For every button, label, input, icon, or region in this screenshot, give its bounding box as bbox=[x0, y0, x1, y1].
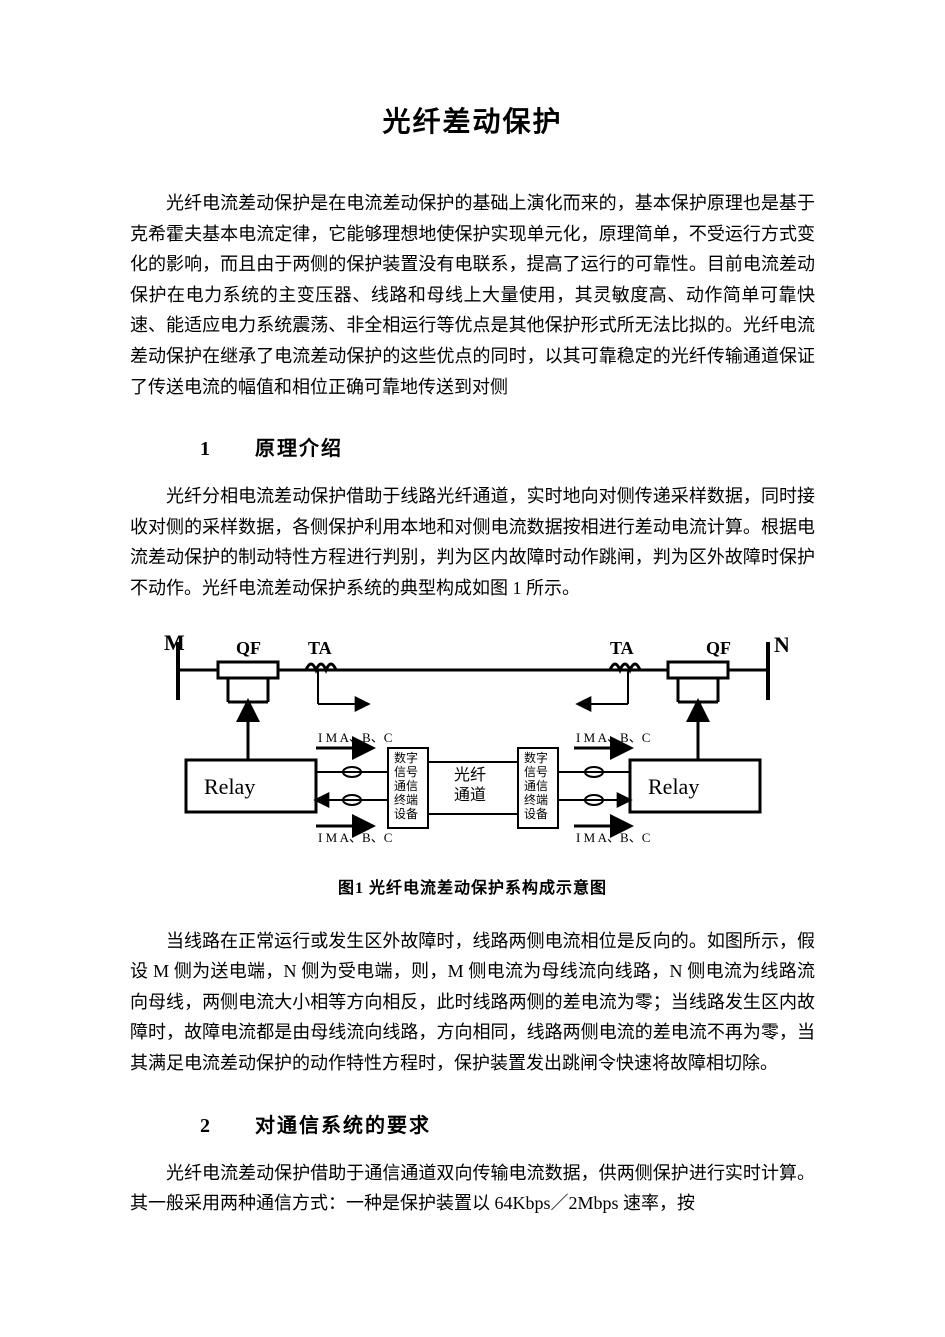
label-ta-left: TA bbox=[308, 638, 332, 658]
label-i-right-top: I M A、B、C bbox=[576, 730, 650, 745]
section-2-para-a: 光纤电流差动保护借助于通信通道双向传输电流数据，供两侧保护进行实时计算。其一般采… bbox=[130, 1158, 815, 1219]
label-i-right-bot: I M A、B、C bbox=[576, 830, 650, 845]
label-fiber-1: 光纤 bbox=[454, 766, 486, 784]
label-comm-right: 数字 信号 通信 终端 设备 bbox=[524, 750, 551, 821]
section-1-title: 原理介绍 bbox=[255, 438, 343, 460]
intro-paragraph: 光纤电流差动保护是在电流差动保护的基础上演化而来的，基本保护原理也是基于克希霍夫… bbox=[130, 188, 815, 402]
section-1-para-a: 光纤分相电流差动保护借助于线路光纤通道，实时地向对侧传递采样数据，同时接收对侧的… bbox=[130, 481, 815, 603]
label-m: M bbox=[164, 630, 185, 655]
label-relay-right: Relay bbox=[648, 774, 699, 799]
section-2-heading: 2 对通信系统的要求 bbox=[200, 1109, 815, 1138]
label-qf-left: QF bbox=[236, 638, 261, 658]
label-relay-left: Relay bbox=[204, 774, 255, 799]
label-qf-right: QF bbox=[706, 638, 731, 658]
section-1-para-b: 当线路在正常运行或发生区外故障时，线路两侧电流相位是反向的。如图所示，假设 M … bbox=[130, 926, 815, 1079]
page-title: 光纤差动保护 bbox=[130, 100, 815, 140]
label-n: N bbox=[774, 632, 788, 657]
figure-1-diagram: M N QF TA QF TA Relay bbox=[158, 630, 788, 860]
label-comm-left: 数字 信号 通信 终端 设备 bbox=[394, 750, 421, 821]
label-fiber-2: 通道 bbox=[454, 786, 486, 804]
section-1-heading: 1 原理介绍 bbox=[200, 432, 815, 461]
figure-1-caption: 图1 光纤电流差动保护系构成示意图 bbox=[130, 874, 815, 898]
section-2-num: 2 bbox=[200, 1115, 248, 1138]
label-ta-right: TA bbox=[610, 638, 634, 658]
section-2-title: 对通信系统的要求 bbox=[255, 1115, 431, 1137]
section-1-num: 1 bbox=[200, 438, 248, 461]
label-i-left-bot: I M A、B、C bbox=[318, 830, 392, 845]
label-i-left-top: I M A、B、C bbox=[318, 730, 392, 745]
